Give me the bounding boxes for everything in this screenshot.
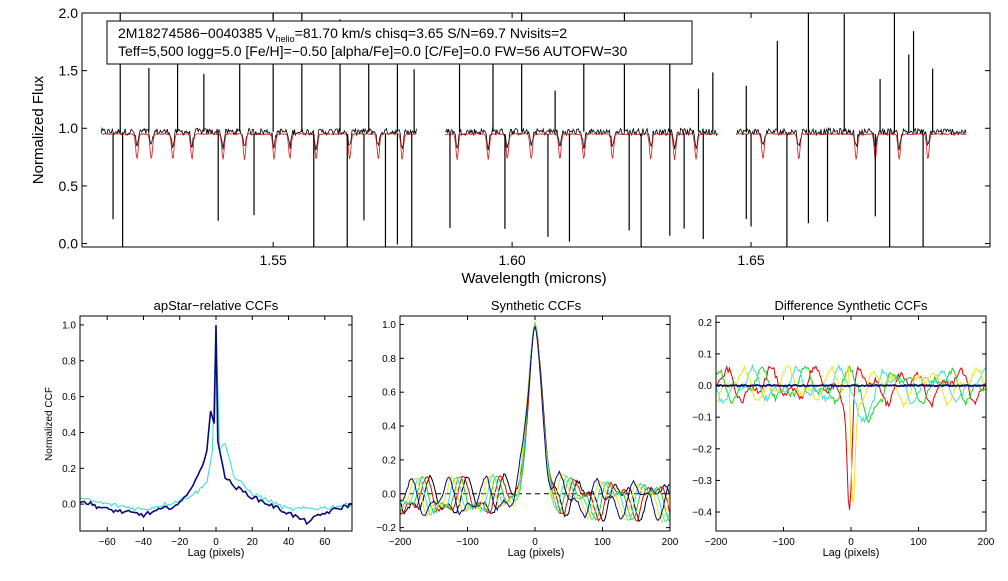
apstar-ccf-xtick-label: 60 xyxy=(319,537,331,548)
apstar-ccf-series xyxy=(79,324,353,526)
difference-ccf-xtick-label: 200 xyxy=(978,537,995,548)
spectrum-panel: 1.55 1.60 1.65 0.0 0.5 1.0 1.5 2.0 Wavelength (… xyxy=(30,5,991,287)
synthetic-ccf-xtick-label: 200 xyxy=(662,537,679,548)
spectrum-xtick-label: 1.65 xyxy=(737,252,764,268)
apstar-ccf-ytick-label: 0.0 xyxy=(62,500,76,511)
spectrum-xlabel: Wavelength (microns) xyxy=(461,270,606,287)
spectrum-xtick-label: 1.60 xyxy=(498,252,525,268)
apstar-ccf-xtick-label: −20 xyxy=(171,537,188,548)
difference-ccf-ytick-label: −0.1 xyxy=(692,413,712,424)
spectrum-xtick-label: 1.55 xyxy=(260,252,287,268)
apstar-ccf-ytick-label: 0.4 xyxy=(62,428,76,439)
synthetic-ccf-ytick-label: 0.8 xyxy=(382,354,396,365)
annotation-line1: 2M18274586−0040385 Vhelio=81.70 km/s chi… xyxy=(118,25,567,44)
spectrum-ytick-label: 2.0 xyxy=(59,5,79,21)
difference-ccf-series xyxy=(716,363,986,424)
synthetic-ccf-ytick-label: 0.0 xyxy=(382,489,396,500)
difference-ccf-series xyxy=(716,364,986,424)
synthetic-ccf-ytick-label: −0.2 xyxy=(376,523,396,534)
synthetic-ccf-xtick-label: −100 xyxy=(456,537,479,548)
spectrum-synthetic-segment xyxy=(444,132,718,161)
synthetic-ccf-xtick-label: 100 xyxy=(594,537,611,548)
apstar-ccf-title: apStar−relative CCFs xyxy=(154,298,279,313)
difference-ccf-ytick-label: −0.4 xyxy=(692,508,712,519)
spectrum-annotation-box: 2M18274586−0040385 Vhelio=81.70 km/s chi… xyxy=(106,20,693,65)
apstar-ccf-xtick-label: −40 xyxy=(135,537,152,548)
apstar-ccf-panel: apStar−relative CCFs −60 −40 −20 0 20 40 60 0.0… xyxy=(44,298,353,559)
apstar-ccf-xtick-label: −60 xyxy=(99,537,116,548)
spectrum-observed-segment xyxy=(736,127,967,151)
synthetic-ccf-series xyxy=(400,325,670,522)
difference-ccf-ytick-label: −0.2 xyxy=(692,444,712,455)
spectrum-ytick-label: 1.5 xyxy=(59,63,79,79)
difference-ccf-ytick-label: 0.2 xyxy=(698,318,712,329)
apstar-ccf-ytick-label: 0.6 xyxy=(62,392,76,403)
annotation-line2: Teff=5,500 logg=5.0 [Fe/H]=−0.50 [alpha/… xyxy=(118,43,627,59)
difference-ccf-xtick-label: −200 xyxy=(705,537,728,548)
difference-ccf-panel: Difference Synthetic CCFs −200 −100 0 100 20… xyxy=(692,298,995,559)
apstar-ccf-xtick-label: 40 xyxy=(283,537,295,548)
difference-ccf-ytick-label: 0.0 xyxy=(698,381,712,392)
apstar-ccf-xtick-label: 20 xyxy=(247,537,259,548)
difference-ccf-ytick-label: −0.3 xyxy=(692,476,712,487)
spectrum-ytick-label: 1.0 xyxy=(59,120,79,136)
difference-ccf-title: Difference Synthetic CCFs xyxy=(775,298,928,313)
spectrum-ylabel: Normalized Flux xyxy=(30,75,47,184)
difference-ccf-ytick-label: 0.1 xyxy=(698,349,712,360)
apstar-ccf-ylabel: Normalized CCF xyxy=(44,387,55,461)
synthetic-ccf-ytick-label: 0.6 xyxy=(382,388,396,399)
apstar-ccf-ytick-label: 1.0 xyxy=(62,320,76,331)
synthetic-ccf-ytick-label: 0.2 xyxy=(382,455,396,466)
synthetic-ccf-ytick-label: 1.0 xyxy=(382,320,396,331)
synthetic-ccf-xtick-label: 0 xyxy=(532,537,538,548)
difference-ccf-axes-frame xyxy=(715,315,987,532)
synthetic-ccf-title: Synthetic CCFs xyxy=(491,298,582,313)
spectrum-ytick-label: 0.0 xyxy=(59,235,79,251)
apstar-ccf-xlabel: Lag (pixels) xyxy=(188,547,245,559)
difference-ccf-xlabel: Lag (pixels) xyxy=(823,547,880,559)
spectrum-observed-segment xyxy=(445,127,718,151)
synthetic-ccf-ytick-label: 0.4 xyxy=(382,422,396,433)
apstar-ccf-ytick-label: 0.2 xyxy=(62,464,76,475)
synthetic-ccf-xtick-label: −200 xyxy=(389,537,412,548)
synthetic-ccf-panel: Synthetic CCFs −200 −100 0 100 200 −0.2 0.0 0.2… xyxy=(376,298,679,559)
difference-ccf-xtick-label: 100 xyxy=(910,537,927,548)
spectrum-synthetic-segment xyxy=(736,132,967,160)
difference-ccf-xtick-label: 0 xyxy=(848,537,854,548)
synthetic-ccf-xlabel: Lag (pixels) xyxy=(508,547,565,559)
synthetic-ccf-series xyxy=(400,324,670,524)
apstar-ccf-xtick-label: 0 xyxy=(213,537,219,548)
spectrum-synthetic-segment xyxy=(101,132,417,160)
spectrum-ytick-label: 0.5 xyxy=(59,178,79,194)
difference-ccf-xtick-label: −100 xyxy=(772,537,795,548)
spectrum-axes-frame xyxy=(81,12,991,248)
difference-ccf-series xyxy=(716,383,986,388)
apstar-ccf-ytick-label: 0.8 xyxy=(62,356,76,367)
